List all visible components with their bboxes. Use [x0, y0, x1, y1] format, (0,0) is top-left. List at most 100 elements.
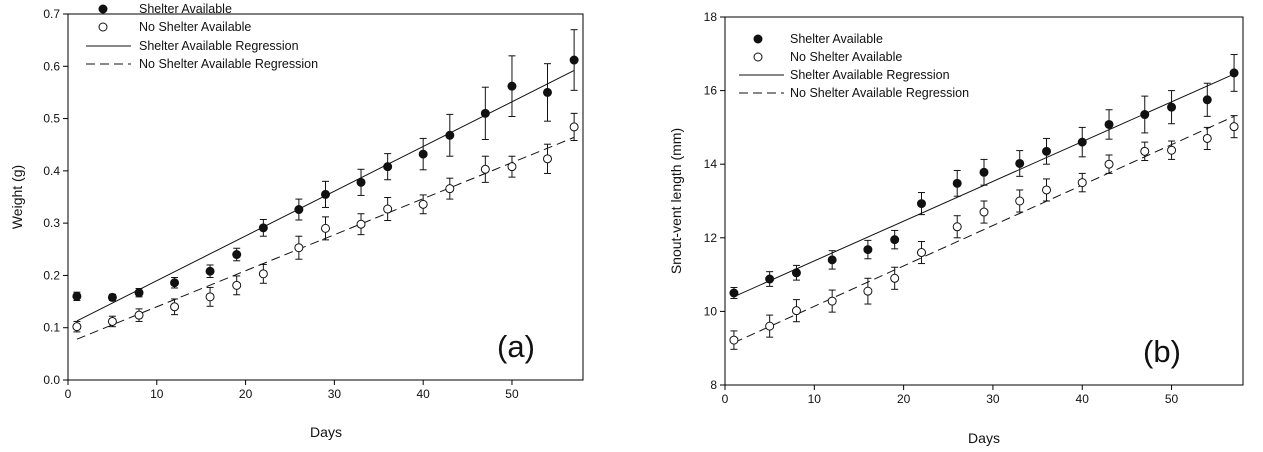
data-point-no-shelter — [383, 204, 393, 214]
y-tick-label: 0.1 — [43, 321, 60, 335]
data-point-no-shelter — [418, 199, 428, 209]
data-point-no-shelter — [863, 286, 873, 296]
data-point-shelter — [205, 266, 215, 276]
y-tick-label: 12 — [704, 231, 718, 245]
y-tick-label: 18 — [704, 10, 718, 24]
legend-label: Shelter Available — [139, 2, 232, 16]
plot-frame — [724, 16, 1244, 386]
data-point-no-shelter — [1229, 122, 1239, 132]
data-point-no-shelter — [205, 292, 215, 302]
panel-label: (a) — [497, 329, 535, 364]
data-point-shelter — [1042, 146, 1052, 156]
data-point-shelter — [569, 55, 579, 65]
data-point-no-shelter — [1202, 133, 1212, 143]
y-tick-label: 0.5 — [43, 112, 60, 126]
data-point-shelter — [1202, 95, 1212, 105]
y-tick-label: 0.2 — [43, 268, 60, 282]
data-point-shelter — [791, 268, 801, 278]
legend: Shelter Available No Shelter Available S… — [739, 32, 969, 100]
data-point-no-shelter — [445, 184, 455, 194]
data-point-shelter — [863, 245, 873, 255]
x-tick-label: 50 — [505, 387, 519, 401]
data-point-no-shelter — [765, 321, 775, 331]
y-tick-label: 0.6 — [43, 59, 60, 73]
y-axis-title: Weight (g) — [9, 165, 25, 229]
data-point-no-shelter — [729, 335, 739, 345]
x-tick-label: 40 — [416, 387, 430, 401]
x-tick-label: 20 — [239, 387, 253, 401]
plot-frame — [67, 13, 584, 381]
x-tick-label: 20 — [897, 392, 911, 406]
x-tick-label: 0 — [65, 387, 72, 401]
data-point-no-shelter — [916, 248, 926, 258]
data-point-shelter — [765, 274, 775, 284]
data-point-no-shelter — [170, 302, 180, 312]
data-point-shelter — [1015, 158, 1025, 168]
data-point-shelter — [294, 205, 304, 215]
y-tick-label: 10 — [704, 304, 718, 318]
data-point-shelter — [258, 223, 268, 233]
data-point-shelter — [1104, 119, 1114, 129]
legend-label: Shelter Available Regression — [139, 39, 299, 53]
legend-marker-no-shelter — [753, 52, 763, 62]
data-point-no-shelter — [1104, 159, 1114, 169]
data-point-shelter — [107, 292, 117, 302]
y-tick-label: 0.7 — [43, 7, 60, 21]
panel-a: Weight (g) Days (a) Shelter Available No… — [9, 2, 584, 440]
data-point-shelter — [170, 278, 180, 288]
data-point-shelter — [1140, 110, 1150, 120]
legend-marker-no-shelter — [98, 22, 108, 32]
data-point-shelter — [72, 291, 82, 301]
data-point-no-shelter — [827, 296, 837, 306]
data-point-no-shelter — [107, 316, 117, 326]
data-point-shelter — [916, 199, 926, 209]
data-point-shelter — [383, 162, 393, 172]
data-point-shelter — [1077, 137, 1087, 147]
data-point-no-shelter — [72, 322, 82, 332]
data-point-no-shelter — [890, 273, 900, 283]
data-point-shelter — [729, 288, 739, 298]
y-tick-label: 8 — [710, 378, 717, 392]
y-tick-label: 14 — [704, 157, 718, 171]
data-point-shelter — [134, 288, 144, 298]
x-axis-title: Days — [310, 424, 342, 440]
legend-label: No Shelter Available — [139, 20, 251, 34]
data-point-shelter — [445, 130, 455, 140]
data-point-shelter — [979, 167, 989, 177]
y-tick-label: 0.3 — [43, 216, 60, 230]
data-point-no-shelter — [321, 223, 330, 233]
legend-marker-shelter — [98, 4, 108, 14]
data-point-shelter — [418, 149, 428, 159]
data-point-shelter — [507, 81, 517, 91]
x-axis-title: Days — [968, 430, 1000, 446]
legend-marker-shelter — [753, 34, 763, 44]
data-point-no-shelter — [1042, 185, 1052, 195]
legend-label: No Shelter Available Regression — [139, 57, 318, 71]
legend-label: Shelter Available — [790, 32, 883, 46]
x-tick-label: 10 — [808, 392, 822, 406]
legend: Shelter Available No Shelter Available S… — [86, 2, 318, 71]
data-point-shelter — [827, 255, 837, 265]
data-point-no-shelter — [1077, 178, 1087, 188]
panel-b: Snout-vent length (mm) Days (b) Shelter … — [668, 16, 1244, 446]
data-point-no-shelter — [542, 154, 552, 164]
data-point-shelter — [356, 177, 366, 187]
x-tick-label: 30 — [328, 387, 342, 401]
data-point-shelter — [232, 250, 242, 260]
data-point-shelter — [890, 235, 900, 245]
legend-label: Shelter Available Regression — [790, 68, 950, 82]
data-point-no-shelter — [791, 306, 801, 316]
data-point-no-shelter — [1167, 145, 1177, 155]
y-tick-label: 0.4 — [43, 164, 60, 178]
data-point-no-shelter — [507, 162, 517, 172]
data-point-shelter — [1167, 102, 1177, 112]
data-point-no-shelter — [294, 243, 304, 253]
x-tick-label: 40 — [1076, 392, 1090, 406]
data-point-no-shelter — [979, 207, 989, 217]
legend-label: No Shelter Available Regression — [790, 86, 969, 100]
chart-marks: 0 10 20 30 40 50 0.0 0.1 0.2 0.3 0.4 0.5 0.6 0.7 0 10 20… — [43, 7, 1239, 406]
x-tick-label: 0 — [722, 392, 729, 406]
data-point-no-shelter — [134, 310, 144, 320]
